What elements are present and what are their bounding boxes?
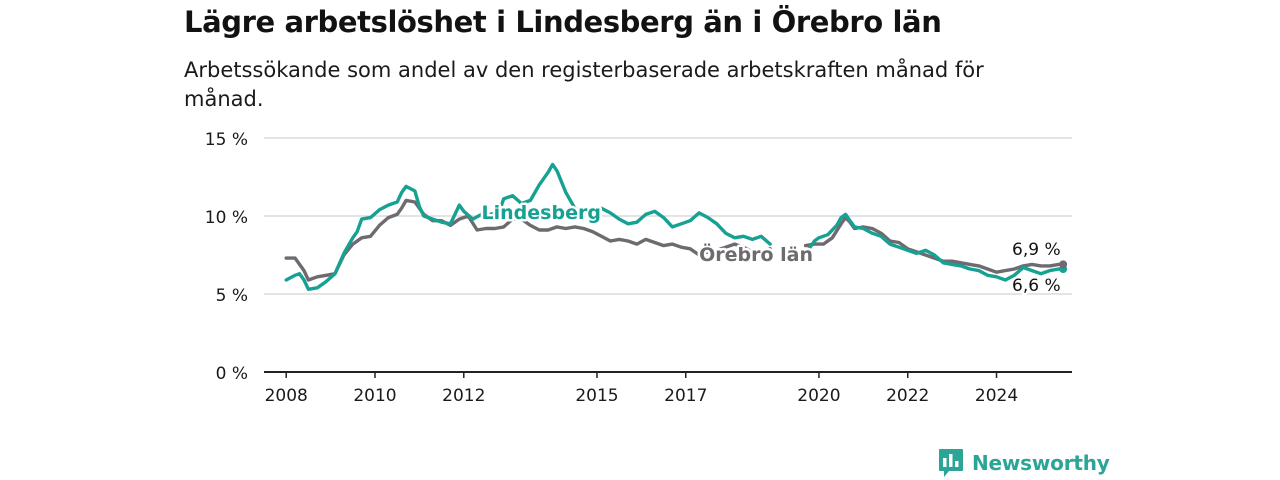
series-line-orebro-lan: [284, 198, 1065, 282]
newsworthy-brand: Newsworthy: [938, 448, 1110, 478]
end-value-label-lindesberg: 6,6 %: [1012, 276, 1061, 296]
x-tick-label: 2020: [797, 386, 840, 406]
chart-title: Lägre arbetslöshet i Lindesberg än i Öre…: [184, 5, 942, 39]
bar-chart-logo-icon: [939, 449, 963, 477]
y-tick-label: 10 %: [205, 208, 248, 228]
x-tick-label: 2010: [353, 386, 396, 406]
end-marker-orebro-lan: [1059, 260, 1068, 269]
end-value-label-orebro-lan: 6,9 %: [1012, 240, 1061, 260]
x-tick-label: 2017: [664, 386, 707, 406]
series-label-lindesberg: Lindesberg: [482, 202, 601, 224]
x-tick-label: 2012: [442, 386, 485, 406]
brand-name: Newsworthy: [972, 451, 1110, 475]
x-tick-label: 2022: [886, 386, 929, 406]
series-line-lindesberg: [284, 162, 1065, 291]
series-label-orebro-lan: Örebro län: [699, 242, 813, 266]
x-tick-label: 2008: [265, 386, 308, 406]
chart-subtitle: Arbetssökande som andel av den registerb…: [184, 58, 984, 111]
x-tick-label: 2024: [975, 386, 1018, 406]
y-tick-label: 0 %: [216, 364, 248, 384]
y-tick-label: 5 %: [216, 286, 248, 306]
x-tick-label: 2015: [575, 386, 618, 406]
y-tick-label: 15 %: [205, 130, 248, 150]
